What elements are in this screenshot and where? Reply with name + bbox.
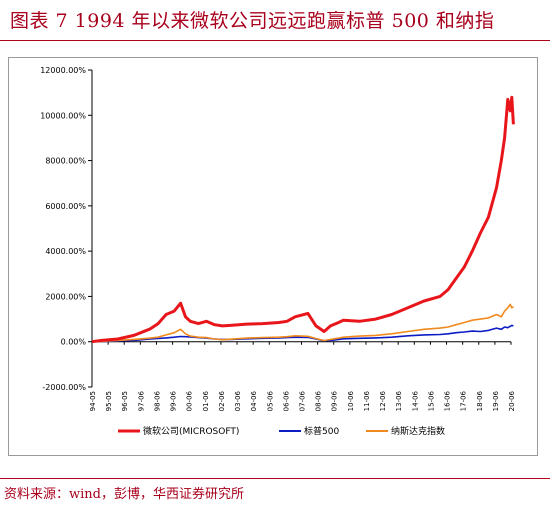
x-tick-label: 96-05 — [121, 391, 129, 411]
x-tick-label: 08-06 — [315, 390, 323, 411]
series-line-0 — [91, 95, 515, 344]
series-line-1 — [91, 324, 514, 343]
x-axis: 94-05 95-05 96-05 97-06 98-06 99-06 00-06 01-06… — [89, 341, 516, 411]
y-tick-label: 12000.00% — [40, 66, 86, 75]
x-tick-label: 01-06 — [202, 390, 210, 411]
legend-label-2: 纳斯达克指数 — [391, 425, 445, 437]
x-tick-label: 17-06 — [460, 390, 468, 411]
x-tick-label: 94-05 — [89, 391, 97, 411]
x-tick-label: 07-06 — [299, 390, 307, 411]
x-tick-label: 12-06 — [379, 390, 387, 411]
x-tick-label: 20-06 — [508, 390, 516, 411]
y-tick-label: 8000.00% — [45, 157, 86, 166]
series-lines — [91, 95, 515, 344]
y-tick-label: 0.00% — [61, 338, 87, 347]
x-tick-label: 16-06 — [444, 390, 452, 411]
x-tick-label: 13-06 — [395, 390, 403, 411]
x-tick-label: 02-06 — [218, 390, 226, 411]
x-tick-label: 99-06 — [170, 390, 178, 411]
y-axis: 12000.00% 10000.00% 8000.00% 6000.00% 4000.0… — [40, 66, 93, 392]
y-tick-label: 2000.00% — [45, 292, 86, 301]
x-tick-label: 10-06 — [347, 390, 355, 411]
x-tick-label: 19-06 — [492, 390, 500, 411]
y-tick-label: 4000.00% — [45, 247, 86, 256]
x-tick-label: 11-06 — [363, 390, 371, 411]
x-tick-label: 95-05 — [105, 391, 113, 411]
legend: 微软公司(MICROSOFT) 标普500 纳斯达克指数 — [118, 425, 445, 437]
legend-label-0: 微软公司(MICROSOFT) — [143, 425, 239, 437]
source-note: 资料来源：wind，彭博，华西证券研究所 — [4, 487, 244, 502]
figure-title: 图表 7 1994 年以来微软公司远远跑赢标普 500 和纳指 — [10, 10, 495, 32]
x-tick-label: 14-06 — [411, 390, 419, 411]
series-line-2 — [91, 303, 514, 343]
x-tick-label: 98-06 — [153, 390, 161, 411]
legend-label-1: 标普500 — [304, 425, 339, 437]
x-tick-label: 09-06 — [331, 390, 339, 411]
y-tick-label: 10000.00% — [40, 111, 86, 120]
x-tick-label: 00-06 — [186, 390, 194, 411]
x-tick-label: 15-06 — [427, 390, 435, 411]
source-divider — [0, 478, 550, 479]
x-tick-label: 04-06 — [250, 390, 258, 411]
chart-frame: 12000.00% 10000.00% 8000.00% 6000.00% 4000.0… — [8, 57, 538, 456]
y-tick-label: 6000.00% — [45, 202, 86, 211]
title-divider — [0, 40, 550, 41]
x-tick-label: 06-06 — [282, 390, 290, 411]
x-tick-label: 97-06 — [137, 390, 145, 411]
x-tick-label: 05-06 — [266, 390, 274, 411]
x-tick-label: 03-06 — [234, 390, 242, 411]
y-tick-label: -2000.00% — [42, 383, 86, 392]
line-chart: 12000.00% 10000.00% 8000.00% 6000.00% 4000.0… — [40, 66, 516, 437]
x-tick-label: 18-06 — [476, 390, 484, 411]
